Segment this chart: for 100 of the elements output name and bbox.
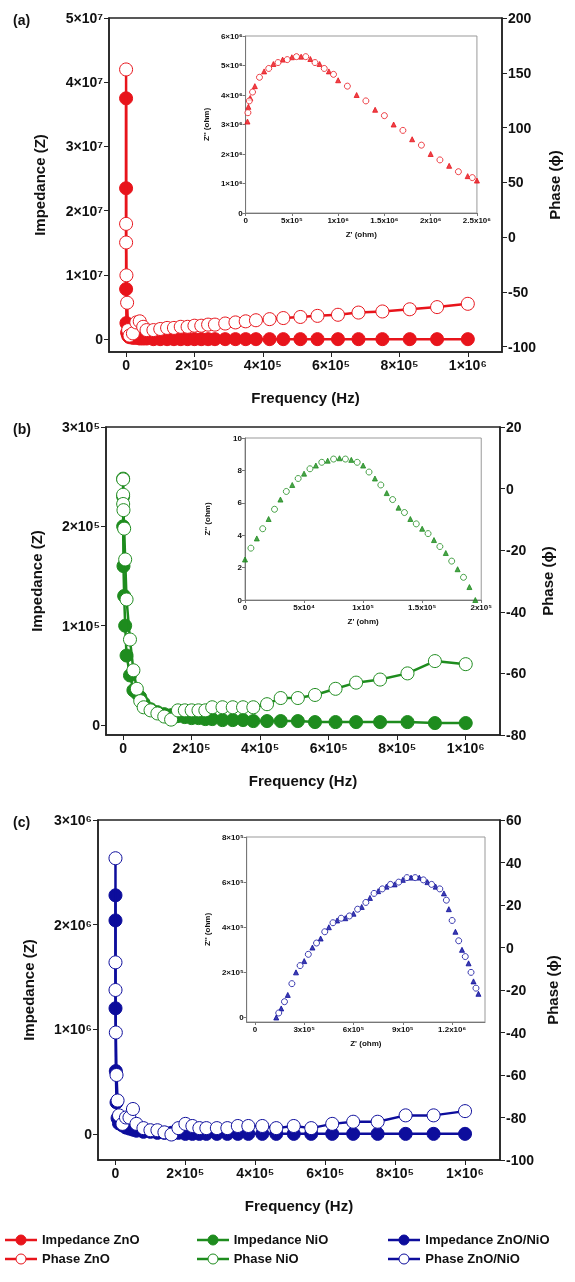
chart-title: (a) xyxy=(13,12,31,28)
x-tick-label: 6×10⁵ xyxy=(312,357,351,373)
y2-tick-label: -40 xyxy=(506,1024,527,1041)
y-tick-label: 3×10⁷ xyxy=(65,138,104,155)
y2-tick-label: -100 xyxy=(506,1152,535,1168)
y-tick-label: 2 xyxy=(237,563,243,573)
y2-tick-label: 0 xyxy=(506,480,514,497)
x-tick-label: 3x10⁵ xyxy=(293,1024,316,1034)
x-axis-title: Frequency (Hz) xyxy=(248,772,358,789)
x-tick-label: 1.5x10⁵ xyxy=(408,602,437,612)
y-tick-label: 0 xyxy=(95,331,104,348)
y2-tick-label: 0 xyxy=(508,229,516,246)
y-axis-title: Z'' (ohm) xyxy=(202,912,212,947)
y-tick-label: 1×10⁷ xyxy=(65,266,104,283)
x-tick-label: 8×10⁵ xyxy=(380,357,419,373)
y-tick-label: 6×10⁶ xyxy=(220,31,243,41)
x-tick-label: 8×10⁵ xyxy=(378,740,417,756)
x-tick-label: 2×10⁵ xyxy=(172,740,211,756)
legend-label: Phase ZnO/NiO xyxy=(425,1251,520,1266)
y-tick-label: 2×10⁵ xyxy=(221,967,244,977)
y-tick-label: 4×10⁷ xyxy=(65,74,104,91)
x-tick-label: 6×10⁵ xyxy=(306,1165,345,1181)
y-tick-label: 0 xyxy=(237,595,243,605)
y-tick-label: 4 xyxy=(237,530,243,540)
y-tick-label: 2×10⁶ xyxy=(54,916,92,933)
legend-label: Phase ZnO xyxy=(42,1251,110,1266)
legend-label: Impedance ZnO xyxy=(42,1232,140,1247)
x-tick-label: 1×10⁶ xyxy=(446,1165,485,1181)
y-tick-label: 8×10⁵ xyxy=(221,832,244,842)
y-tick-label: 2×10⁷ xyxy=(65,202,104,219)
y-tick-label: 6×10⁵ xyxy=(221,877,244,887)
y-tick-label: 1×10⁶ xyxy=(220,179,243,188)
y-tick-label: 3×10⁵ xyxy=(61,419,100,435)
y-axis-title: Z'' (ohm) xyxy=(202,502,212,536)
y-axis-title: Impedance (Z) xyxy=(28,530,45,632)
x-tick-label: 8×10⁵ xyxy=(376,1165,415,1181)
y-tick-label: 3×10⁶ xyxy=(54,812,92,828)
y2-tick-label: 200 xyxy=(508,10,532,26)
y2-tick-label: -60 xyxy=(506,1067,527,1083)
y-axis-title: Z'' (ohm) xyxy=(201,107,211,142)
y2-axis-title: Phase (ϕ) xyxy=(543,955,561,1025)
y2-tick-label: 0 xyxy=(506,939,514,956)
y-axis-title: Impedance (Z) xyxy=(31,134,48,236)
x-axis-title: Frequency (Hz) xyxy=(244,1197,354,1214)
y-tick-label: 0 xyxy=(238,208,244,218)
x-tick-label: 2.5x10⁶ xyxy=(462,215,492,225)
x-tick-label: 5x10⁴ xyxy=(293,602,315,612)
y-tick-label: 2×10⁵ xyxy=(61,518,100,535)
y2-tick-label: -80 xyxy=(506,1109,527,1126)
x-axis-title: Z' (ohm) xyxy=(347,616,380,626)
x-tick-label: 1.2x10⁶ xyxy=(438,1024,467,1034)
y2-axis-title: Phase (ϕ) xyxy=(539,546,556,616)
x-tick-label: 9x10⁵ xyxy=(392,1024,414,1034)
y-tick-label: 4×10⁶ xyxy=(220,90,243,100)
y2-tick-label: -50 xyxy=(508,283,529,300)
y-tick-label: 0 xyxy=(84,1125,93,1142)
y2-tick-label: -60 xyxy=(506,665,527,682)
y-tick-label: 10 xyxy=(233,433,243,443)
x-tick-label: 1x10⁶ xyxy=(327,215,350,225)
y2-tick-label: 150 xyxy=(508,64,532,81)
y-tick-label: 0 xyxy=(239,1012,245,1022)
y-axis-title: Impedance (Z) xyxy=(20,939,37,1041)
y-tick-label: 0 xyxy=(92,717,101,734)
x-tick-label: 1×10⁶ xyxy=(448,357,487,373)
chart-title: (b) xyxy=(13,421,31,437)
y2-tick-label: -20 xyxy=(506,542,527,559)
y2-tick-label: -40 xyxy=(506,603,527,620)
y-tick-label: 4×10⁵ xyxy=(221,922,244,932)
legend-label: Impedance NiO xyxy=(233,1232,329,1247)
y2-axis-title: Phase (ϕ) xyxy=(545,150,563,220)
y2-tick-label: 40 xyxy=(506,854,522,871)
y-tick-label: 1×10⁵ xyxy=(61,617,100,634)
x-tick-label: 0 xyxy=(122,357,131,373)
y2-tick-label: -20 xyxy=(506,982,527,998)
y-tick-label: 5×10⁶ xyxy=(220,61,243,70)
x-tick-label: 0 xyxy=(111,1165,120,1181)
x-tick-label: 6×10⁵ xyxy=(309,740,348,756)
x-tick-label: 6x10⁵ xyxy=(342,1024,365,1034)
y-tick-label: 3×10⁶ xyxy=(220,120,243,129)
y2-tick-label: 20 xyxy=(506,897,522,913)
x-axis-title: Z' (ohm) xyxy=(345,229,378,239)
x-tick-label: 1x10⁵ xyxy=(352,602,375,612)
x-tick-label: 2x10⁵ xyxy=(470,602,493,612)
y-tick-label: 6 xyxy=(237,498,243,508)
y-tick-label: 5×10⁷ xyxy=(65,10,104,26)
y2-tick-label: -100 xyxy=(508,338,537,355)
y2-tick-label: 50 xyxy=(508,174,524,191)
legend-label: Phase NiO xyxy=(233,1251,299,1266)
y2-tick-label: 60 xyxy=(506,812,522,828)
y2-tick-label: 100 xyxy=(508,119,532,136)
x-axis-title: Frequency (Hz) xyxy=(251,389,360,406)
x-tick-label: 0 xyxy=(252,1024,258,1034)
y2-tick-label: 20 xyxy=(506,419,522,435)
x-tick-label: 0 xyxy=(119,740,128,756)
y-tick-label: 2×10⁶ xyxy=(220,149,243,159)
x-tick-label: 2x10⁶ xyxy=(419,215,442,225)
chart-title: (c) xyxy=(13,814,31,830)
legend-label: Impedance ZnO/NiO xyxy=(425,1232,550,1247)
y-tick-label: 8 xyxy=(237,465,243,475)
x-tick-label: 2×10⁵ xyxy=(175,357,214,373)
